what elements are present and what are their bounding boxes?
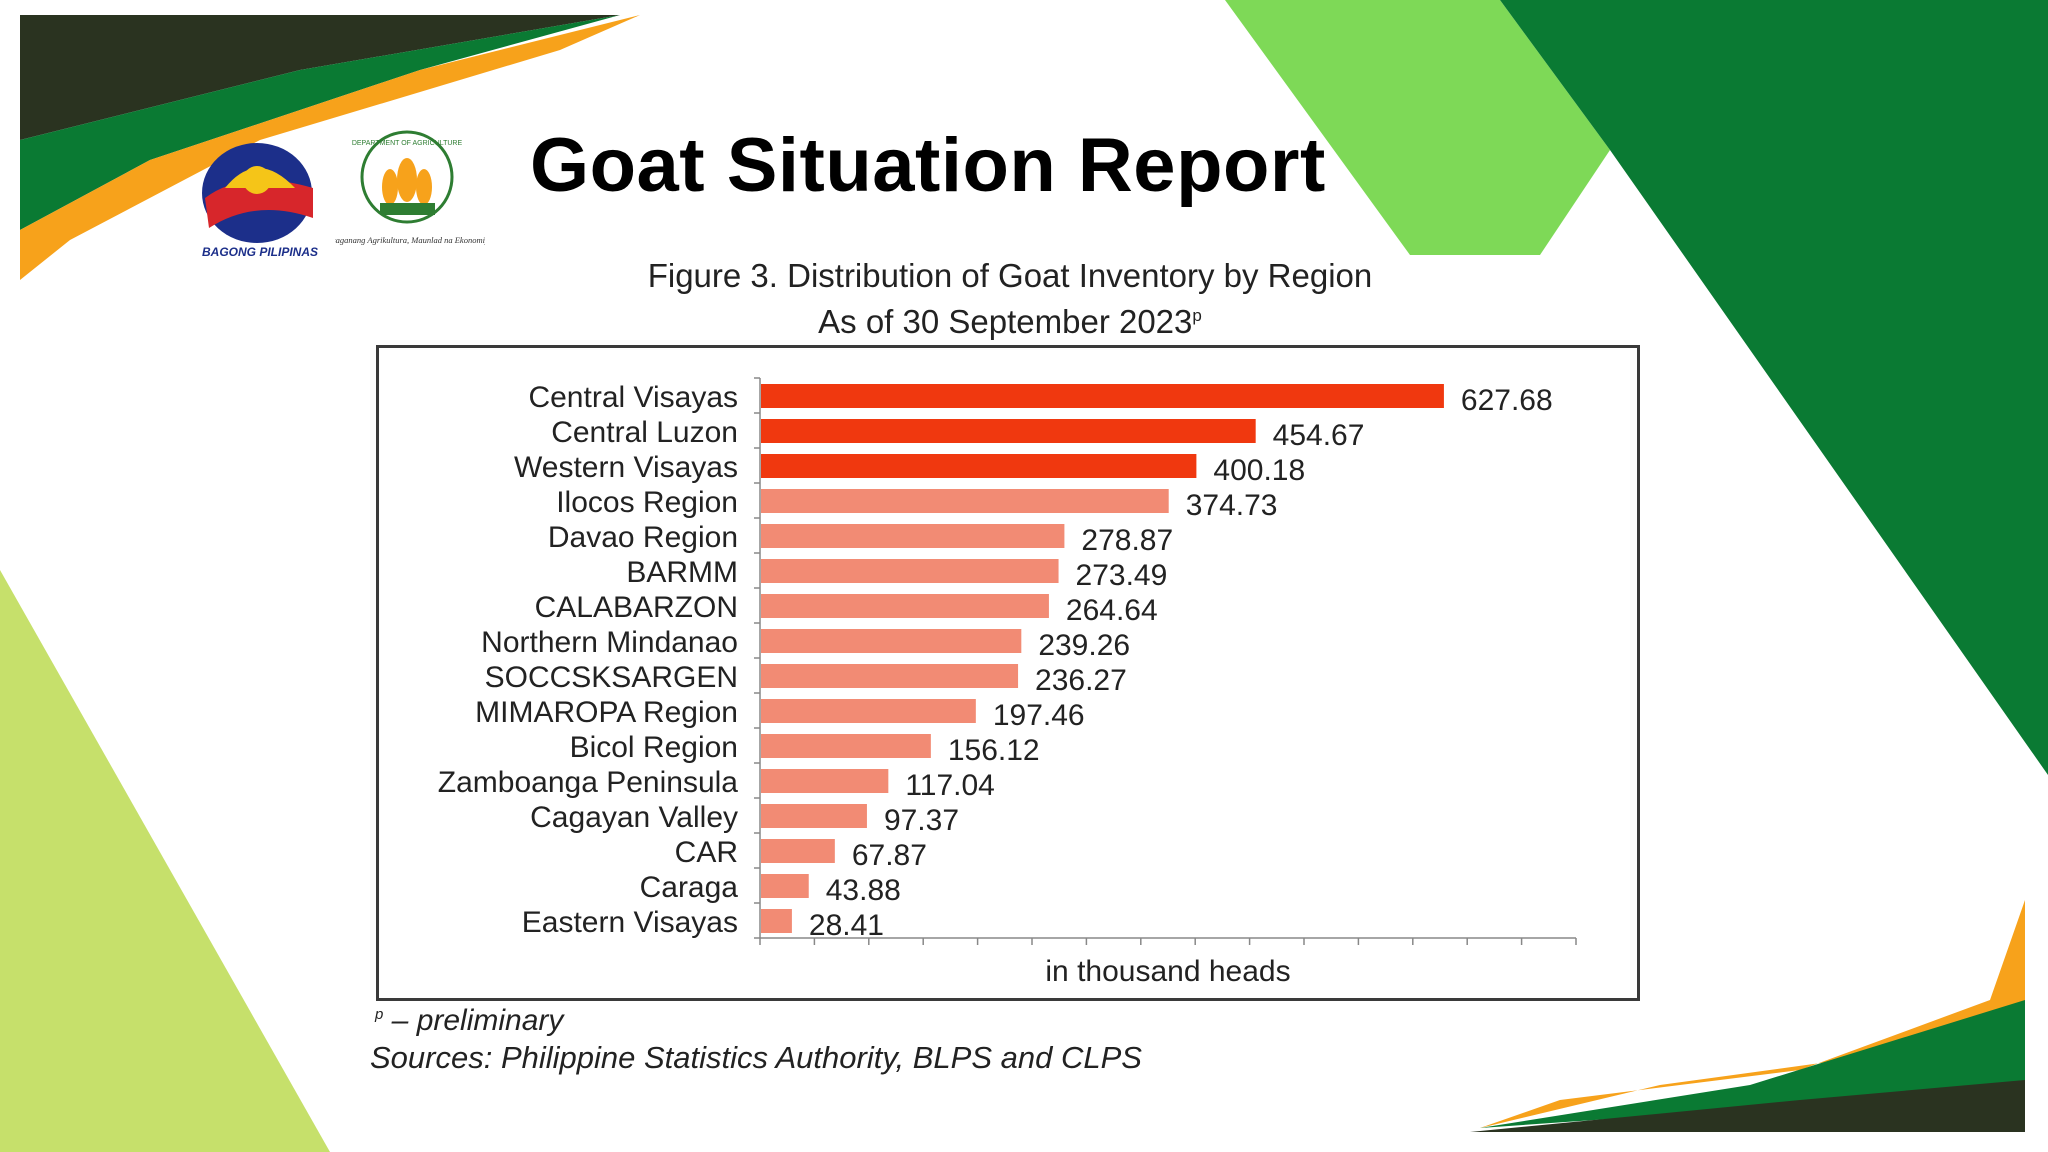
bar [761,699,976,723]
bar [761,769,889,793]
footnote: p – preliminary [375,1004,563,1038]
data-label: 400.18 [1213,454,1305,487]
data-label: 156.12 [948,734,1040,767]
bar [761,664,1019,688]
category-label: Cagayan Valley [530,801,738,834]
category-label: CALABARZON [535,591,738,624]
data-label: 627.68 [1461,384,1553,417]
bagong-pilipinas-logo: BAGONG PILIPINAS [202,143,318,259]
preliminary-marker: p [1192,306,1202,325]
logo-right-tagline: Masaganang Agrikultura, Maunlad na Ekono… [335,235,485,245]
logo-left-text: BAGONG PILIPINAS [202,245,318,259]
department-of-agriculture-logo: DEPARTMENT OF AGRICULTURE Masaganang Agr… [335,130,485,245]
chart-frame: Central Visayas 627.68 Central Luzon 454.67… [376,345,1640,1001]
sources: Sources: Philippine Statistics Authority… [370,1040,1142,1075]
category-label: Ilocos Region [556,486,738,519]
bar [761,419,1256,443]
x-axis-title: in thousand heads [1045,955,1290,988]
data-label: 273.49 [1076,559,1168,592]
bar [761,839,835,863]
data-label: 236.27 [1035,664,1127,697]
data-label: 239.26 [1038,629,1130,662]
category-label: BARMM [626,556,738,589]
bar [761,629,1022,653]
bar [761,594,1049,618]
page-title: Goat Situation Report [530,123,1326,208]
bar [761,384,1444,408]
logo-right-text: DEPARTMENT OF AGRICULTURE [352,140,463,147]
bar [761,454,1197,478]
category-label: Northern Mindanao [481,626,738,659]
category-label: SOCCSKSARGEN [485,661,738,694]
figure-caption: Figure 3. Distribution of Goat Inventory… [560,256,1460,342]
data-label: 197.46 [993,699,1085,732]
figure-caption-date: As of 30 September 2023 [818,303,1193,340]
data-label: 97.37 [884,804,959,837]
category-label: Western Visayas [514,451,738,484]
footnote-text: – preliminary [383,1004,564,1037]
top-left-green-band [20,15,620,230]
category-label: Central Luzon [551,416,738,449]
category-label: Bicol Region [570,731,738,764]
bar [761,559,1059,583]
left-lime-wedge [0,570,330,1152]
data-label: 278.87 [1081,524,1173,557]
category-label: Zamboanga Peninsula [438,766,739,799]
category-label: MIMAROPA Region [475,696,738,729]
bar [761,874,809,898]
top-right-light-green [1225,0,1610,255]
data-label: 67.87 [852,839,927,872]
data-label: 28.41 [809,909,884,942]
bar [761,804,867,828]
category-label: CAR [675,836,738,869]
top-left-orange-band [20,15,640,280]
bar [761,524,1065,548]
top-right-dark-green [1500,0,2048,775]
bar [761,734,931,758]
category-label: Davao Region [548,521,738,554]
category-label: Eastern Visayas [522,906,738,939]
category-label: Central Visayas [528,381,738,414]
category-label: Caraga [640,871,739,904]
figure-caption-line1: Figure 3. Distribution of Goat Inventory… [647,257,1373,294]
bar-chart: Central Visayas 627.68 Central Luzon 454.67… [438,377,1577,988]
data-label: 43.88 [826,874,901,907]
bar [761,489,1169,513]
bar [761,909,792,933]
data-label: 454.67 [1273,419,1365,452]
footnote-marker: p [375,1006,384,1023]
data-label: 117.04 [905,769,995,802]
top-left-dark-band [20,15,620,140]
figure-caption-line2: As of 30 September 2023p [560,296,1460,342]
data-label: 374.73 [1186,489,1278,522]
data-label: 264.64 [1066,594,1158,627]
bottom-right-dark-band [1470,1080,2025,1132]
